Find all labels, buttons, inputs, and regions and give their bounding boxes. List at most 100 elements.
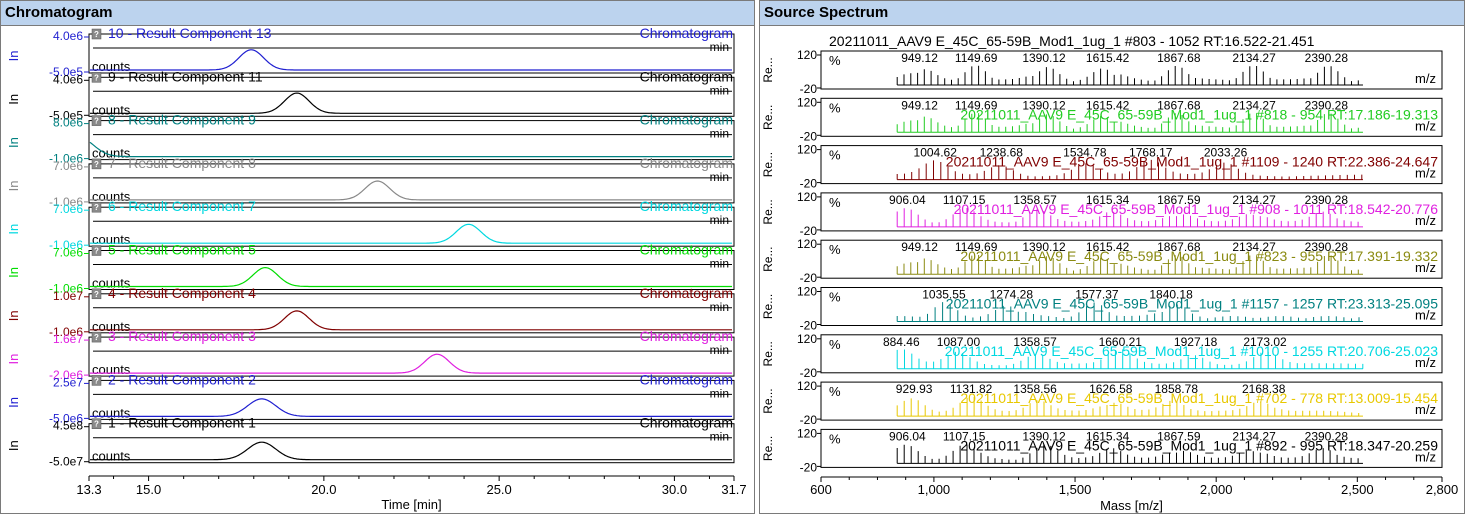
spectrum-peak-label: 2033.26 <box>1204 146 1248 160</box>
spectrum-peak-label: 1858.78 <box>1155 382 1199 396</box>
help-icon[interactable] <box>91 72 102 83</box>
help-icon[interactable] <box>91 115 102 126</box>
spectrum-y-side-label: Re... <box>761 388 775 413</box>
spectrum-ymax-label: 120 <box>797 332 817 346</box>
chromatogram-trace <box>90 180 732 201</box>
spectrum-y-side-label: Re... <box>761 436 775 461</box>
spectrum-series-label: 20211011_AAV9 E_45C_65-59B_Mod1_1ug_1 #9… <box>954 201 1439 217</box>
chromatogram-row-frame <box>88 423 735 464</box>
help-icon[interactable] <box>91 331 102 343</box>
spectrum-peak-label: 2390.28 <box>1305 240 1349 254</box>
spectrum-y-side-label: Re... <box>761 294 775 319</box>
spectrum-series-label: 20211011_AAV9 E_45C_65-59B_Mod1_1ug_1 #8… <box>829 33 1315 49</box>
chromatogram-ymax-label: 2.5e7 <box>53 375 83 389</box>
spectrum-row-frame <box>820 428 1443 468</box>
spectrum-peak-label: 1004.62 <box>914 146 958 160</box>
chromatogram-unit: min <box>710 40 729 54</box>
chromatogram-row-frame <box>88 336 735 377</box>
spectrum-ymin-label: -20 <box>800 319 818 333</box>
spectrum-peak-label: 2390.28 <box>1305 98 1349 112</box>
spectrum-peak-label: 2390.28 <box>1305 193 1349 207</box>
spectrum-ymin-label: -20 <box>800 460 818 474</box>
spectrum-peak-label: 1149.69 <box>955 51 998 65</box>
spectrum-peak-label: 1149.69 <box>955 240 998 254</box>
spectrum-unit: m/z <box>1415 402 1436 417</box>
spectrum-y-unit: % <box>829 148 841 163</box>
chromatogram-tag: Chromatogram <box>640 415 733 431</box>
spectrum-y-unit: % <box>829 384 841 399</box>
help-icon[interactable] <box>91 158 102 170</box>
x-tick-label: 31.7 <box>721 482 746 497</box>
chromatogram-ymin-label: -2.0e6 <box>49 368 83 382</box>
chromatogram-ymin-label: -1.0e6 <box>49 195 83 209</box>
chromatogram-ymin-label: -1.0e6 <box>49 325 83 339</box>
spectrum-peak-label: 1107.15 <box>943 193 986 207</box>
chromatogram-tag: Chromatogram <box>640 112 733 128</box>
chromatogram-trace <box>90 441 732 461</box>
chromatogram-series-name: 5 - Result Component 5 <box>108 242 256 258</box>
spectrum-ymin-label: -20 <box>800 413 818 427</box>
spectrum-ymin-label: -20 <box>800 366 818 380</box>
help-icon[interactable] <box>91 375 102 386</box>
spectrum-peak-label: 1768.17 <box>1129 146 1173 160</box>
spectrum-header: Source Spectrum <box>760 1 1464 26</box>
spectrum-row: 120 -20 Re... % m/z 1004.62 1238.68 1534.78 1768… <box>761 143 1443 191</box>
spectrum-ymin-label: -20 <box>800 271 818 285</box>
spectrum-peak-label: 949.12 <box>901 240 938 254</box>
spectrum-peak-label: 1149.69 <box>955 98 998 112</box>
spectrum-panel: Source Spectrum 20211011_AAV9 E_45C_65-5… <box>759 0 1465 514</box>
chromatogram-header: Chromatogram <box>1 1 754 26</box>
spectrum-unit: m/z <box>1415 118 1436 133</box>
spectrum-row-frame <box>820 192 1443 232</box>
chromatogram-tag: Chromatogram <box>640 26 733 41</box>
spectrum-y-unit: % <box>829 53 841 68</box>
chromatogram-unit: min <box>710 170 729 184</box>
spectrum-row-frame <box>820 97 1443 137</box>
spectrum-y-side-label: Re... <box>761 105 775 130</box>
spectrum-peak-label: 1534.78 <box>1063 146 1107 160</box>
chromatogram-row-frame <box>88 293 735 334</box>
chromatogram-y-side-label: In <box>6 180 21 191</box>
chromatogram-series-name: 10 - Result Component 13 <box>108 26 272 41</box>
x-tick-label: 2,800 <box>1426 482 1459 497</box>
spectrum-peak-label: 1390.12 <box>1022 429 1066 443</box>
chromatogram-row: ? 2 - Result Component 2 Chromatogramminco… <box>6 371 735 425</box>
spectrum-peak-label: 1035.55 <box>922 288 966 302</box>
chromatogram-unit: min <box>710 83 729 97</box>
chromatogram-series-name: 8 - Result Component 9 <box>108 112 256 128</box>
spectrum-series-label: 20211011_AAV9 E_45C_65-59B_Mod1_1ug_1 #7… <box>960 390 1438 406</box>
spectrum-peak-label: 949.12 <box>901 98 938 112</box>
chromatogram-ymin-label: -5.0e5 <box>49 108 83 122</box>
help-icon[interactable] <box>91 418 102 429</box>
x-tick-label: 2,000 <box>1200 482 1233 497</box>
spectrum-peaks <box>896 113 1359 133</box>
spectrum-row-frame <box>820 381 1443 421</box>
spectrum-peak-label: 2173.02 <box>1243 335 1287 349</box>
chromatogram-series-name: 7 - Result Component 8 <box>108 155 256 171</box>
spectrum-peak-label: 1358.57 <box>1013 193 1057 207</box>
help-icon[interactable] <box>91 245 102 256</box>
spectrum-y-unit: % <box>829 242 841 257</box>
chromatogram-ymax-label: 8.0e6 <box>53 116 83 130</box>
spectrum-y-unit: % <box>829 100 841 115</box>
spectrum-unit: m/z <box>1415 260 1436 275</box>
spectrum-peak-label: 1615.34 <box>1086 193 1130 207</box>
spectrum-unit: m/z <box>1415 71 1436 86</box>
spectrum-row: 120 -20 Re... % m/z 949.12 1149.69 1390.12 1615.… <box>761 237 1443 285</box>
chromatogram-ymax-label: 4.0e6 <box>53 29 83 43</box>
help-icon[interactable] <box>91 288 102 300</box>
spectrum-peak-label: 1615.42 <box>1086 240 1130 254</box>
spectrum-y-unit: % <box>829 431 841 446</box>
x-tick-label: 600 <box>810 482 832 497</box>
spectrum-peak-label: 1390.12 <box>1022 98 1066 112</box>
chromatogram-ymax-label: 7.0e6 <box>53 159 83 173</box>
help-icon[interactable] <box>91 201 102 213</box>
spectrum-peak-label: 1274.28 <box>990 288 1034 302</box>
spectrum-peaks <box>896 349 1364 369</box>
spectrum-row: 120 -20 Re... % m/z 906.04 1107.15 1358.57 1615.… <box>761 190 1443 238</box>
chromatogram-tag: Chromatogram <box>640 155 733 171</box>
x-tick-label: 1,500 <box>1059 482 1092 497</box>
help-icon[interactable] <box>91 28 102 40</box>
chromatogram-chart: ? 10 - Result Component 13 Chromatogrammin… <box>6 26 747 512</box>
spectrum-peak-label: 1131.82 <box>950 382 993 396</box>
